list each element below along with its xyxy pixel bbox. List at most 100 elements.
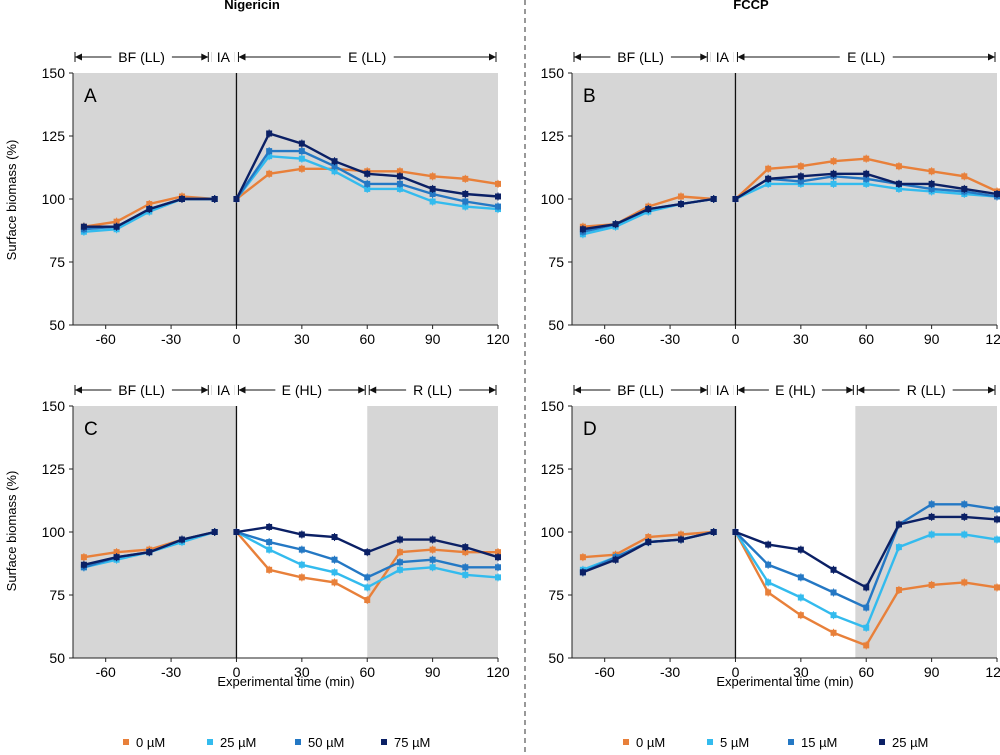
legend-marker-1 [207,739,213,745]
y-tick-label: 150 [42,398,66,414]
data-point [994,506,1000,513]
data-point [211,196,218,202]
data-point [863,624,870,631]
x-tick-label: 120 [486,664,510,680]
xlabel-right: Experimental time (min) [716,674,853,689]
phase-arrow-head-left [238,53,246,61]
phase-arrow: BF (LL) [573,47,708,67]
phase-arrow-head-right [988,53,995,61]
data-point [364,597,371,604]
data-point [994,584,1000,591]
phase-label-bg [839,47,893,67]
phase-arrow-head-left [574,53,581,61]
series-25uM [579,512,1000,592]
phase-label: R (LL) [907,382,946,398]
data-point [895,180,902,187]
data-point [331,579,338,586]
data-point [462,198,469,205]
data-point [765,579,772,586]
phase-label: E (LL) [348,49,386,65]
phase-arrow: E (HL) [736,380,854,400]
x-tick-label: 60 [359,331,375,347]
y-tick-label: 50 [49,650,65,666]
data-point [994,536,1000,543]
data-point [928,501,935,508]
phase-arrow-head-left [369,386,377,394]
data-point [396,566,403,573]
data-point [797,574,804,581]
y-tick-label: 50 [49,317,65,333]
data-point [765,165,772,172]
data-point [146,549,153,556]
data-point [961,513,968,520]
data-point [961,173,968,180]
data-point [895,544,902,551]
phase-arrow-head-left [737,53,745,61]
series-75uM [80,522,501,569]
data-point [298,140,305,147]
legend-marker-3 [381,739,387,745]
phase-label-bg [340,47,394,67]
legend-label-2: 50 µM [308,735,344,750]
phase-arrow: E (HL) [237,380,366,400]
x-tick-label: 90 [924,664,940,680]
data-point [298,561,305,568]
data-point [797,594,804,601]
phase-arrow: IA [710,380,734,400]
phase-label-bg [406,380,460,400]
x-tick-label: 0 [732,331,740,347]
data-point [429,556,436,563]
legend-marker-0 [623,739,629,745]
series-75uM [80,129,501,231]
data-point [298,148,305,155]
panel-letter: C [84,419,98,440]
legend-label-3: 25 µM [892,735,928,750]
panel-B: 50 75 100 125 150 -60 -30 0 30 60 90 120 B BF (LL) IA E… [541,47,1000,347]
phase-label: BF (LL) [617,49,664,65]
x-tick-label: 60 [359,664,375,680]
data-point [961,531,968,538]
y-tick-label: 75 [49,587,65,603]
data-point [895,586,902,593]
phase-arrow-head-right [489,53,496,61]
data-point [462,549,469,556]
phase-arrow: R (LL) [368,380,497,400]
data-point [830,158,837,165]
data-point [612,556,619,563]
legend-label-3: 75 µM [394,735,430,750]
x-tick-label: 30 [793,331,809,347]
data-point [396,185,403,192]
data-point [765,180,772,187]
y-tick-label: 125 [42,128,66,144]
data-point [677,201,684,208]
phase-arrow: E (LL) [736,47,996,67]
x-tick-label: -30 [660,664,680,680]
data-point [266,148,273,155]
data-point [331,158,338,165]
data-point [765,175,772,182]
x-tick-label: -30 [660,331,680,347]
data-point [80,561,87,568]
data-point [495,564,501,571]
data-point [645,534,652,541]
phase-arrow-head-right [489,386,496,394]
data-point [863,584,870,591]
x-tick-label: 30 [294,331,310,347]
y-tick-label: 125 [541,461,565,477]
data-point [266,130,273,137]
data-point [830,612,837,619]
x-tick-label: 120 [486,331,510,347]
data-point [677,531,684,538]
data-point [495,203,501,210]
phase-label-bg [111,47,172,67]
data-point [928,185,935,192]
x-tick-label: 0 [732,664,740,680]
series-25uM [579,169,1000,234]
phase-arrow-head-left [574,386,581,394]
data-point [211,529,218,535]
data-point [298,574,305,581]
phase-label: E (HL) [282,382,322,398]
data-point [429,185,436,192]
data-point [331,556,338,563]
x-tick-label: -60 [595,664,615,680]
